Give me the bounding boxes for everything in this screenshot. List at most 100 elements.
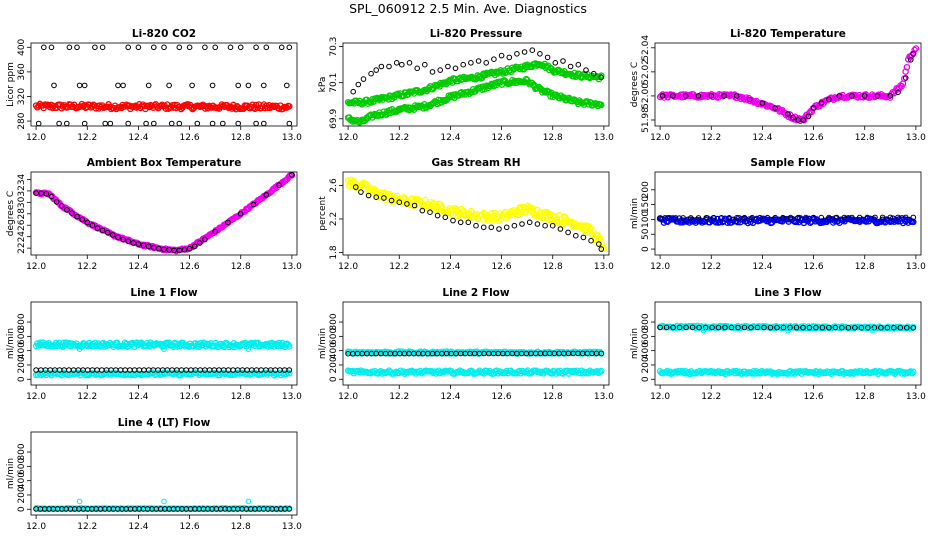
panel-li-820-co2-series-co2-low-point bbox=[107, 120, 114, 126]
panel-gas-stream-rh-series-rh-filled-point bbox=[363, 181, 370, 188]
panel-line-2-flow-ytick-label: 800 bbox=[329, 313, 339, 330]
panel-li-820-pressure-series-pressure-open-point bbox=[406, 60, 413, 66]
panel-li-820-pressure-xtick-label: 12.0 bbox=[338, 133, 358, 143]
panel-ambient-box-temperature-xtick-label: 12.6 bbox=[180, 262, 200, 272]
panel-line-1-flow-ytick-label: 800 bbox=[17, 313, 27, 330]
panel-li-820-pressure-xtick-label: 13.0 bbox=[594, 133, 614, 143]
panel-sample-flow-series-sample-flow-open-point bbox=[849, 214, 855, 221]
panel-li-820-pressure-series-pressure-open-point bbox=[491, 56, 497, 63]
panel-gas-stream-rh-series-rh-open-point bbox=[496, 226, 502, 232]
panel-li-820-co2-series-co2-high-point bbox=[263, 44, 270, 51]
panel-li-820-co2-series-co2-high-point bbox=[125, 44, 131, 51]
panel-sample-flow-series-sample-flow-open-point bbox=[795, 214, 802, 221]
panel-li-820-temperature-ytick-label: 51.98 bbox=[641, 107, 651, 133]
panel-line-2-flow-series-line-2-baseline-cyan-point bbox=[572, 369, 580, 376]
panel-ambient-box-temperature-series-box-temp-open-point bbox=[125, 238, 131, 245]
panel-line-1-flow-xtick-label: 13.0 bbox=[282, 392, 302, 402]
panel-li-820-co2-series-co2-high-point bbox=[151, 44, 157, 51]
panel-ambient-box-temperature-series-box-temp-open-point bbox=[181, 247, 188, 253]
panel-line-4-lt-flow-ytick-label: 400 bbox=[17, 472, 27, 489]
panel-li-820-co2-xtick-label: 12.0 bbox=[26, 133, 46, 143]
panel-line-3-flow-ytick-label: 200 bbox=[641, 356, 651, 373]
panel-li-820-pressure-series-pressure-open bbox=[350, 47, 605, 95]
panel-li-820-co2-series-co2-low-point bbox=[168, 120, 175, 126]
panel-gas-stream-rh-plot-area bbox=[344, 176, 608, 252]
panel-sample-flow-series-sample-flow-open-point bbox=[772, 214, 779, 221]
panel-li-820-temperature-series-temperature-open-point bbox=[659, 93, 666, 99]
panel-li-820-co2-series-co2-high-point bbox=[186, 44, 193, 51]
panel-li-820-temperature: Li-820 Temperature 12.0 12.2 12.4 12.6 12.8 13… bbox=[630, 28, 926, 143]
panel-line-2-flow-xtick-label: 12.6 bbox=[492, 392, 512, 402]
panel-li-820-co2-series-co2-mid-point bbox=[115, 82, 121, 89]
panel-line-3-flow-series-line-3-flow-open-point bbox=[696, 324, 702, 331]
panel-gas-stream-rh: Gas Stream RH 12.0 12.2 12.4 12.6 12.8 13.0 1.8… bbox=[318, 157, 614, 272]
panel-li-820-co2-series-co2-high-point bbox=[212, 44, 218, 51]
panel-line-3-flow-xtick-label: 13.0 bbox=[906, 392, 926, 402]
panel-line-2-flow: Line 2 Flow 12.0 12.2 12.4 12.6 12.8 13.0 0 2004… bbox=[318, 287, 614, 402]
panel-sample-flow-series-sample-flow-open-point bbox=[726, 215, 733, 221]
panel-line-3-flow-series-line-3-flow-open-point bbox=[813, 324, 819, 331]
panel-li-820-co2-series-co2-mid bbox=[51, 82, 290, 89]
panel-li-820-co2-series-co2-mid-point bbox=[145, 82, 152, 89]
panel-li-820-co2-series-co2-mid-point bbox=[76, 82, 83, 89]
panel-sample-flow-xtick-label: 12.8 bbox=[855, 262, 875, 272]
panel-li-820-co2-xtick-label: 12.6 bbox=[180, 133, 200, 143]
panel-li-820-co2-series-co2-low-point bbox=[125, 120, 131, 126]
panel-li-820-co2-xtick-label: 12.8 bbox=[231, 133, 251, 143]
panel-gas-stream-rh-xtick-label: 12.0 bbox=[338, 262, 358, 272]
panel-line-3-flow-series-line-3-flow-open-point bbox=[819, 324, 826, 331]
panel-sample-flow-series-sample-flow-open-point bbox=[741, 214, 748, 221]
panel-line-2-flow-ytick-label: 600 bbox=[329, 327, 339, 344]
panel-ambient-box-temperature-ytick-label: 34 bbox=[17, 173, 27, 185]
panel-line-4-lt-flow-title: Line 4 (LT) Flow bbox=[118, 417, 211, 429]
panel-ambient-box-temperature-series-box-temp-open-point bbox=[130, 240, 137, 246]
panel-line-3-flow-xtick-label: 12.8 bbox=[855, 392, 875, 402]
panel-sample-flow-series-sample-flow-open-point bbox=[810, 214, 817, 221]
panel-gas-stream-rh-series-rh-open-point bbox=[457, 219, 464, 226]
panel-line-3-flow-series-line-3-baseline-cyan-point bbox=[910, 368, 917, 376]
panel-line-3-flow-series-line-3-flow-open-point bbox=[839, 324, 845, 331]
panel-li-820-co2-series-co2-filled-point bbox=[157, 102, 165, 110]
panel-ambient-box-temperature-ytick-label: 28 bbox=[17, 208, 27, 220]
panel-sample-flow-series-sample-flow-open-point bbox=[688, 215, 694, 221]
panel-li-820-pressure-series-pressure-open-point bbox=[373, 67, 380, 73]
panel-gas-stream-rh-series-rh-open-point bbox=[373, 194, 380, 200]
panel-ambient-box-temperature-series-box-temp-open-point bbox=[38, 190, 45, 196]
panel-line-2-flow-xtick-label: 12.2 bbox=[389, 392, 409, 402]
panel-line-3-flow-series-line-3-flow-open-point bbox=[735, 324, 741, 331]
panel-sample-flow-series-sample-flow-open-point bbox=[703, 215, 710, 221]
panel-ambient-box-temperature-series-box-temp-open-point bbox=[115, 234, 121, 241]
panel-line-3-flow-series-line-3-baseline-cyan-point bbox=[716, 368, 723, 375]
panel-line-3-flow-series-line-3-outliers bbox=[700, 327, 876, 334]
panel-sample-flow-series-sample-flow-open-point bbox=[718, 215, 725, 221]
panel-li-820-pressure-series-pressure-open-point bbox=[560, 58, 566, 64]
panel-li-820-pressure-series-pressure-band-lower-point bbox=[415, 102, 422, 109]
panel-ambient-box-temperature-series-box-temp-open-point bbox=[171, 247, 177, 254]
panel-gas-stream-rh-series-rh-open-point bbox=[365, 192, 372, 199]
panel-line-3-flow-series-line-3-flow-open bbox=[657, 324, 917, 331]
panel-li-820-co2-series-co2-low-point bbox=[261, 120, 267, 126]
panel-line-3-flow-xtick-label: 12.4 bbox=[752, 392, 772, 402]
panel-line-4-lt-flow-ytick-label: 200 bbox=[17, 486, 27, 503]
figure-title: SPL_060912 2.5 Min. Ave. Diagnostics bbox=[349, 1, 587, 16]
panel-li-820-co2-title: Li-820 CO2 bbox=[132, 28, 196, 40]
panel-line-4-lt-flow-xtick-label: 12.6 bbox=[180, 522, 200, 532]
panel-li-820-temperature-series-temperature-open-point bbox=[908, 57, 914, 63]
panel-sample-flow: Sample Flow 12.0 12.2 12.4 12.6 12.8 13.0 0 5010… bbox=[630, 157, 926, 272]
panel-li-820-pressure-series-pressure-open-point bbox=[575, 61, 582, 68]
panel-li-820-co2-series-co2-mid-point bbox=[166, 82, 172, 89]
panel-line-1-flow-frame bbox=[30, 301, 298, 386]
panel-li-820-pressure-series-pressure-open-point bbox=[552, 60, 559, 66]
panel-gas-stream-rh-series-rh-open-point bbox=[549, 222, 556, 229]
panel-line-3-flow-series-line-3-outliers-point bbox=[700, 327, 707, 334]
panel-li-820-pressure-ytick-label: 69.9 bbox=[329, 108, 339, 128]
panel-li-820-pressure-series-pressure-open-point bbox=[355, 81, 362, 88]
panel-line-1-flow: Line 1 Flow 12.0 12.2 12.4 12.6 12.8 13.0 0 2004… bbox=[6, 287, 302, 402]
panel-line-3-flow-xtick-label: 12.0 bbox=[650, 392, 670, 402]
panel-ambient-box-temperature-series-box-temp-open-point bbox=[64, 207, 70, 213]
panel-li-820-pressure-series-pressure-open-point bbox=[529, 47, 536, 54]
panel-li-820-temperature-series-temperature-open-point bbox=[772, 105, 779, 111]
panel-gas-stream-rh-series-rh-open-point bbox=[542, 222, 548, 229]
panel-ambient-box-temperature-series-box-temp-open-point bbox=[276, 182, 282, 188]
